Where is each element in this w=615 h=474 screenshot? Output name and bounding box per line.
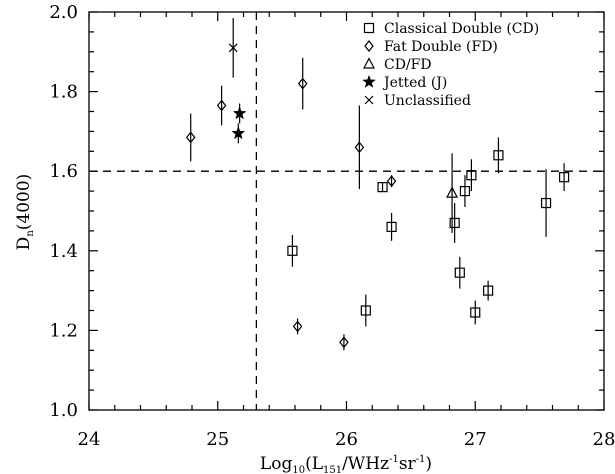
data-point-fat-double-fd	[297, 77, 308, 90]
data-point-classical-double-cd	[287, 245, 298, 256]
x-tick-labels: 24 25 26 27 28	[78, 429, 615, 450]
y-tick-labels: 1.0 1.2 1.4 1.6 1.8 2.0	[49, 2, 78, 421]
y-axis-label-pre: D	[14, 237, 34, 251]
legend-marker	[363, 57, 375, 69]
x-axis-label-pre: Log	[260, 454, 293, 474]
y-tick-label: 1.4	[49, 241, 78, 262]
legend-label: Unclassified	[384, 93, 471, 109]
x-tick-label: 25	[206, 429, 229, 450]
y-tick-label: 1.8	[49, 82, 78, 103]
x-axis-label-sr: sr	[399, 454, 417, 474]
y-axis-label-post: (4000)	[14, 174, 34, 231]
legend: Classical Double (CD) Fat Double (FD) CD/F…	[362, 21, 539, 109]
data-point-jetted-j	[232, 106, 247, 120]
x-tick-label: 27	[464, 429, 487, 450]
x-tick-label: 24	[78, 429, 101, 450]
data-point-fat-double-fd	[292, 320, 303, 333]
data-point-classical-double-cd	[483, 285, 494, 296]
data-point-fat-double-fd	[216, 99, 227, 112]
data-points	[185, 17, 570, 351]
x-axis-label-mid: (L	[305, 454, 323, 474]
legend-label: Classical Double (CD)	[384, 21, 539, 37]
x-tick-label: 26	[335, 429, 358, 450]
data-point-classical-double-cd	[470, 307, 481, 318]
legend-marker	[364, 40, 374, 52]
data-point-classical-double-cd	[540, 197, 552, 209]
y-tick-label: 2.0	[49, 2, 78, 23]
data-point-jetted-j	[231, 126, 246, 140]
x-axis-label-slash: /WHz	[342, 454, 389, 474]
reference-lines	[89, 12, 604, 410]
x-axis-label: Log10(L151/WHz-1sr-1)	[260, 454, 432, 474]
data-point-classical-double-cd	[454, 267, 465, 278]
x-axis-label-close: )	[425, 454, 432, 474]
data-point-classical-double-cd	[558, 172, 570, 183]
x-tick-label: 28	[593, 429, 615, 450]
y-tick-label: 1.0	[49, 400, 78, 421]
legend-label: CD/FD	[384, 57, 432, 73]
x-axis-label-sup1: -1	[389, 454, 399, 465]
y-tick-label: 1.2	[49, 320, 78, 341]
data-point-fat-double-fd	[185, 131, 196, 144]
data-point-fat-double-fd	[339, 336, 349, 349]
data-point-cd-fd	[446, 186, 459, 198]
legend-label: Jetted (J)	[382, 75, 447, 91]
data-point-fat-double-fd	[386, 175, 397, 188]
data-point-classical-double-cd	[449, 217, 460, 229]
data-point-unclassified	[228, 43, 238, 53]
legend-marker	[363, 22, 375, 34]
data-point-classical-double-cd	[493, 150, 504, 161]
legend-marker	[364, 95, 374, 105]
axis-ticks	[88, 11, 605, 411]
x-axis-label-sup2: -1	[416, 454, 426, 465]
data-point-classical-double-cd	[466, 170, 477, 181]
legend-marker	[362, 74, 376, 88]
plot-frame	[88, 11, 605, 411]
legend-label: Fat Double (FD)	[384, 39, 498, 55]
x-axis-label-sub2: 151	[323, 465, 342, 474]
y-axis-label: Dn(4000)	[14, 174, 36, 251]
data-point-classical-double-cd	[459, 186, 471, 197]
data-point-classical-double-cd	[360, 305, 371, 316]
y-axis-label-sub: n	[25, 230, 36, 237]
data-point-classical-double-cd	[377, 182, 388, 193]
y-tick-label: 1.6	[49, 161, 78, 182]
data-point-fat-double-fd	[354, 141, 365, 154]
data-point-classical-double-cd	[386, 221, 397, 233]
x-axis-label-sub1: 10	[292, 465, 305, 474]
